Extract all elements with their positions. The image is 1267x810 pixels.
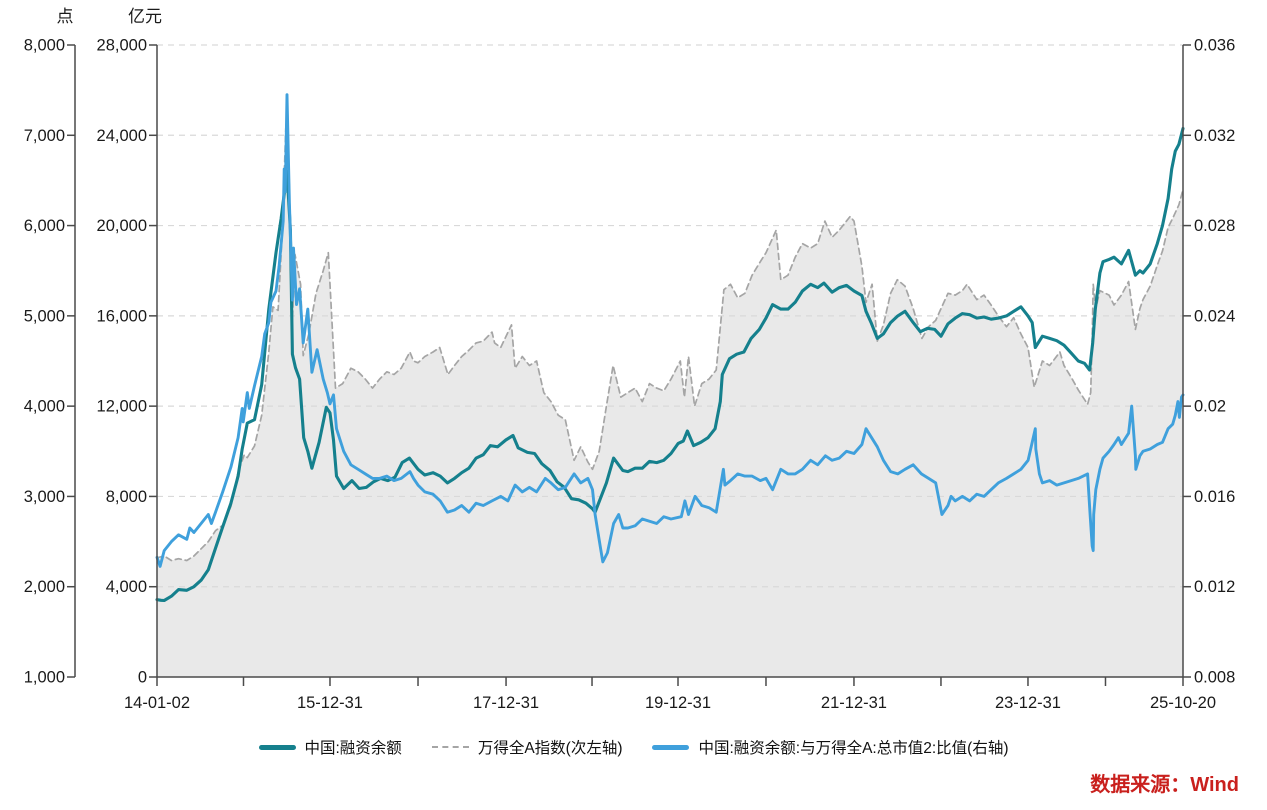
- legend-label-margin-balance: 中国:融资余额: [304, 740, 402, 757]
- x-axis-label: 25-10-20: [1150, 694, 1216, 712]
- chart-legend: 中国:融资余额 万得全A指数(次左轴) 中国:融资余额:与万得全A:总市值2:比…: [0, 736, 1267, 758]
- left-outer-axis-unit: 点: [57, 7, 74, 26]
- left-inner-axis-unit: 亿元: [128, 7, 162, 26]
- data-source-label: 数据来源：Wind: [1090, 774, 1239, 796]
- legend-item-winda-index: 万得全A指数(次左轴): [431, 736, 623, 758]
- legend-item-margin-balance: 中国:融资余额: [258, 736, 402, 758]
- chart-canvas: 8,000 7,000 6,000 5,000 4,000 3,000 2,000 1,000…: [24, 7, 1236, 712]
- x-axis-label: 14-01-02: [124, 694, 190, 712]
- x-axis-label: 15-12-31: [297, 694, 363, 712]
- right-axis-label: 0.016: [1194, 488, 1235, 506]
- right-axis-label: 0.036: [1194, 37, 1235, 55]
- left-outer-axis-label: 4,000: [24, 398, 65, 416]
- left-inner-axis-label: 16,000: [97, 307, 147, 325]
- right-axis-label: 0.008: [1194, 669, 1235, 687]
- left-inner-axis-label: 8,000: [106, 488, 147, 506]
- teal-line-swatch: [258, 744, 296, 750]
- index-area-fill: [157, 128, 1183, 678]
- legend-item-ratio: 中国:融资余额:与万得全A:总市值2:比值(右轴): [652, 736, 1009, 758]
- left-inner-axis-label: 12,000: [97, 398, 147, 416]
- x-axis-label: 19-12-31: [645, 694, 711, 712]
- series-margin-balance-line: [155, 126, 1185, 603]
- legend-label-winda-index: 万得全A指数(次左轴): [477, 740, 623, 757]
- left-outer-axis-label: 6,000: [24, 217, 65, 235]
- left-inner-axis-label: 24,000: [97, 127, 147, 145]
- gray-dashed-swatch: [431, 746, 469, 748]
- right-axis-label: 0.012: [1194, 578, 1235, 596]
- left-outer-axis-label: 5,000: [24, 307, 65, 325]
- left-inner-axis-label: 20,000: [97, 217, 147, 235]
- left-outer-axis-label: 1,000: [24, 669, 65, 687]
- blue-line-swatch: [652, 744, 690, 750]
- left-outer-axis-label: 8,000: [24, 37, 65, 55]
- left-inner-axis-label: 0: [138, 669, 147, 687]
- right-axis-label: 0.028: [1194, 217, 1235, 235]
- right-axis-label: 0.02: [1194, 398, 1226, 416]
- x-axis-label: 23-12-31: [995, 694, 1061, 712]
- x-axis-label: 21-12-31: [821, 694, 887, 712]
- x-axis-label: 17-12-31: [473, 694, 539, 712]
- right-axis-label: 0.032: [1194, 127, 1235, 145]
- right-axis-label: 0.024: [1194, 307, 1235, 325]
- legend-label-ratio: 中国:融资余额:与万得全A:总市值2:比值(右轴): [698, 740, 1009, 757]
- series-ratio-line: [155, 93, 1185, 568]
- left-outer-axis-label: 7,000: [24, 127, 65, 145]
- series-winda-index-line: [156, 127, 1184, 562]
- left-outer-axis-label: 2,000: [24, 578, 65, 596]
- left-inner-axis-label: 28,000: [97, 37, 147, 55]
- left-inner-axis-label: 4,000: [106, 578, 147, 596]
- left-outer-axis-label: 3,000: [24, 488, 65, 506]
